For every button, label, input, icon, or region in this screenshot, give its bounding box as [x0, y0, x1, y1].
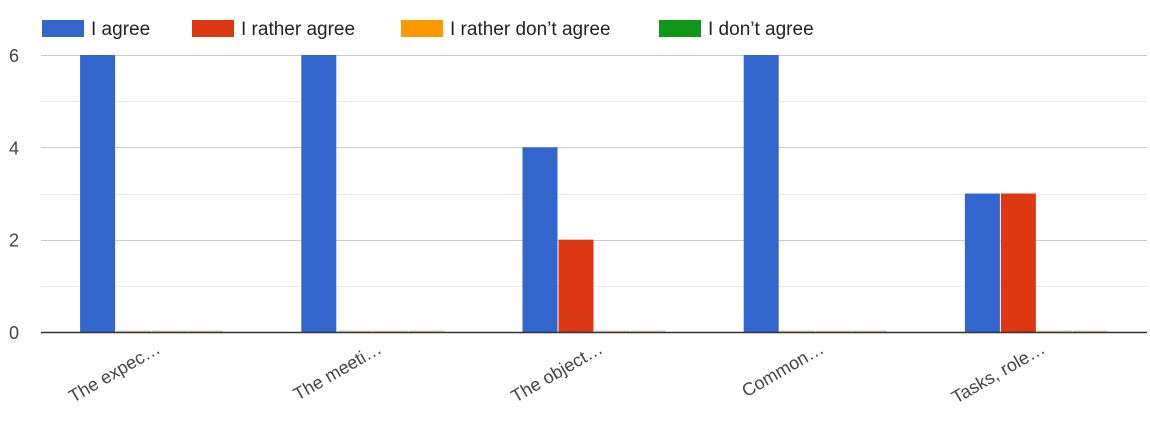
bar [188, 330, 224, 332]
bar [851, 330, 887, 332]
legend-swatch [42, 20, 84, 37]
bar [301, 55, 337, 332]
legend-label: I rather don’t agree [450, 19, 611, 40]
bar [1000, 193, 1036, 332]
legend-label: I agree [91, 19, 150, 40]
legend-swatch [192, 20, 234, 37]
legend-swatch [659, 20, 701, 37]
bar [815, 330, 851, 332]
bar [743, 55, 779, 332]
bar [1072, 330, 1108, 332]
y-tick-label: 4 [9, 138, 19, 158]
bar [1036, 330, 1072, 332]
bar [779, 330, 815, 332]
gridlines [41, 55, 1147, 287]
bar [373, 330, 409, 332]
x-tick-label: The meeti… [290, 338, 385, 404]
x-tick-label: Tasks, role… [948, 338, 1048, 407]
bar [964, 193, 1000, 332]
legend-label: I don’t agree [708, 19, 814, 40]
bar [594, 330, 630, 332]
bar [409, 330, 445, 332]
y-tick-label: 0 [9, 323, 19, 343]
x-tick-label: Common… [738, 338, 827, 401]
bar [116, 330, 152, 332]
y-axis: 0 2 4 6 [9, 46, 19, 343]
bars [80, 55, 1108, 332]
bar [80, 55, 116, 332]
y-tick-label: 6 [9, 46, 19, 66]
y-tick-label: 2 [9, 231, 19, 251]
x-axis: The expec… The meeti… The object… Common… Ta… [41, 331, 1147, 407]
legend: I agree I rather agree I rather don’t agre… [42, 19, 814, 40]
legend-swatch [401, 20, 443, 37]
x-tick-label: The expec… [65, 338, 163, 406]
bar [522, 147, 558, 332]
bar [152, 330, 188, 332]
bar [630, 330, 666, 332]
x-tick-label: The object… [508, 338, 606, 406]
bar [558, 239, 594, 332]
legend-label: I rather agree [241, 19, 355, 40]
bar [337, 330, 373, 332]
